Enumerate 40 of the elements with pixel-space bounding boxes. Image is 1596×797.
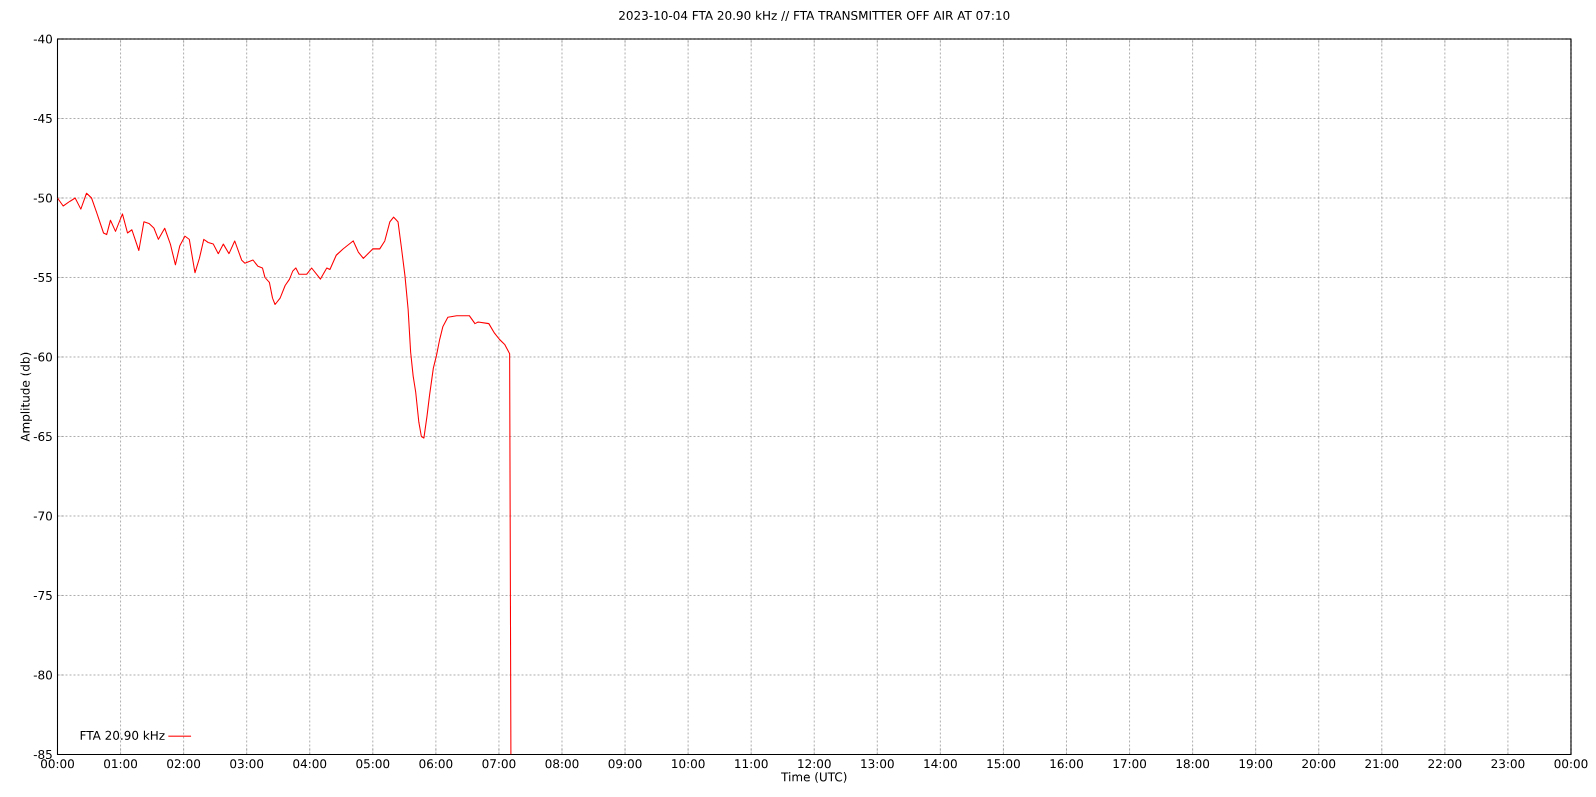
y-tick-label: -55 <box>33 273 52 282</box>
line-series <box>57 192 512 755</box>
y-tick-label: -60 <box>33 352 52 362</box>
x-tick-label: 09:00 <box>608 759 642 769</box>
x-tick-label: 06:00 <box>419 759 453 769</box>
x-tick-label: 17:00 <box>1113 759 1147 769</box>
y-tick-label: -85 <box>33 749 52 760</box>
x-tick-label: 16:00 <box>1050 759 1083 769</box>
y-tick-label: -45 <box>33 114 52 123</box>
x-tick-label: 20:00 <box>1302 759 1336 769</box>
y-tick-label: -75 <box>33 591 52 600</box>
y-tick-label: -70 <box>33 511 52 521</box>
y-tick-label: -50 <box>33 193 52 203</box>
x-tick-label: 00:00 <box>41 759 74 769</box>
x-tick-label: 04:00 <box>293 759 327 769</box>
legend-label: FTA 20.90 kHz <box>80 730 165 740</box>
x-tick-label: 03:00 <box>230 759 264 769</box>
x-tick-label: 22:00 <box>1428 759 1462 769</box>
x-tick-label: 01:00 <box>104 759 138 769</box>
x-tick-label: 12:00 <box>798 759 831 769</box>
x-tick-label: 14:00 <box>924 759 957 769</box>
y-tick-label: -40 <box>33 34 52 44</box>
x-tick-label: 11:00 <box>735 759 768 769</box>
x-tick-label: 07:00 <box>482 759 516 769</box>
x-tick-label: 02:00 <box>167 759 201 769</box>
x-tick-label: 18:00 <box>1176 759 1210 769</box>
x-tick-label: 10:00 <box>672 759 705 769</box>
x-tick-label: 19:00 <box>1239 759 1273 769</box>
x-tick-label: 15:00 <box>987 759 1020 769</box>
x-tick-label: 08:00 <box>545 759 579 769</box>
x-tick-label: 00:00 <box>1554 759 1588 769</box>
x-tick-label: 21:00 <box>1365 759 1399 769</box>
x-tick-label: 05:00 <box>356 759 390 769</box>
x-tick-label: 13:00 <box>861 759 894 769</box>
chart-title: 2023-10-04 FTA 20.90 kHz // FTA TRANSMITTER OFF AIR AT 07:10 <box>619 10 1010 21</box>
y-tick-label: -80 <box>33 670 52 680</box>
x-tick-label: 23:00 <box>1491 759 1525 769</box>
y-axis-title: Amplitude (db) <box>20 352 33 442</box>
x-axis-title: Time (UTC) <box>781 772 847 783</box>
y-tick-label: -65 <box>33 431 52 442</box>
